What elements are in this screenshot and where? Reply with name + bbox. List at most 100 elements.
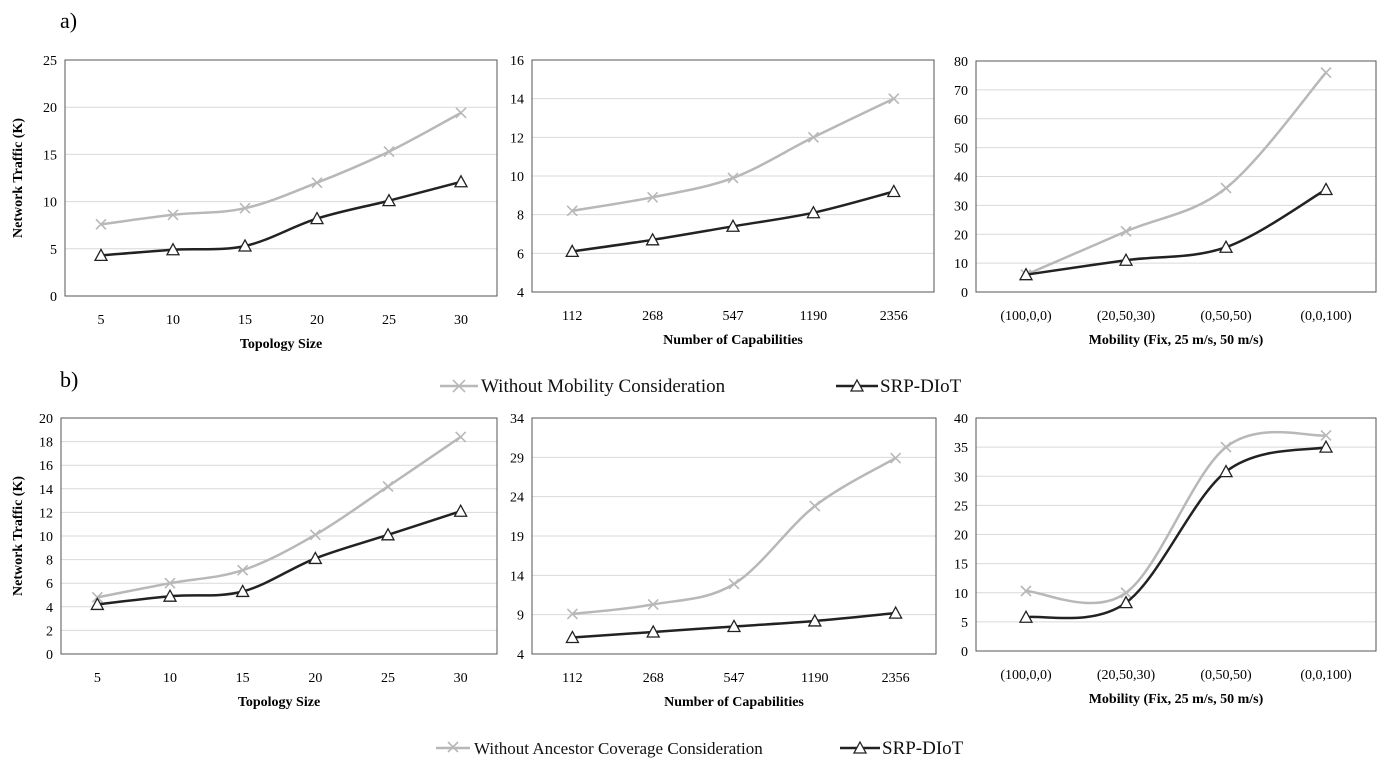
data-point-triangle-marker bbox=[1118, 252, 1134, 266]
data-point-x-marker bbox=[566, 205, 578, 217]
x-tick-label: (100,0,0) bbox=[1000, 309, 1052, 324]
data-point-x-marker bbox=[890, 452, 902, 464]
data-point-x-marker bbox=[647, 191, 659, 203]
y-tick-label: 12 bbox=[510, 131, 524, 146]
x-tick-label: 20 bbox=[310, 313, 324, 328]
series-line-baseline bbox=[100, 111, 462, 226]
data-point-triangle-marker bbox=[807, 613, 822, 627]
y-tick-label: 34 bbox=[510, 412, 524, 427]
data-point-triangle-marker bbox=[565, 630, 580, 644]
y-tick-label: 20 bbox=[954, 529, 968, 544]
x-tick-label: 268 bbox=[642, 309, 663, 324]
series-line-srp-diot bbox=[1025, 188, 1327, 276]
plot-frame bbox=[531, 59, 935, 293]
legend-b-series1-marker bbox=[852, 740, 868, 754]
data-point-triangle-marker bbox=[237, 238, 253, 252]
x-tick-label: (0,0,100) bbox=[1300, 668, 1352, 683]
chart-a-topology: 0 5 10 15 20 25 5 10 15 20 25 30 Topology Size Networ… bbox=[11, 54, 498, 352]
data-point-x-marker bbox=[382, 480, 394, 493]
y-tick-label: 30 bbox=[954, 470, 968, 485]
data-point-x-marker bbox=[383, 146, 395, 158]
data-point-triangle-marker bbox=[646, 624, 661, 638]
y-tick-label: 20 bbox=[39, 412, 53, 427]
legend-a-series1-label: SRP-DIoT bbox=[880, 376, 962, 397]
data-point-triangle-marker bbox=[308, 551, 323, 565]
y-tick-label: 14 bbox=[510, 569, 524, 584]
data-point-triangle-marker bbox=[1118, 595, 1134, 609]
y-tick-label: 6 bbox=[46, 577, 53, 592]
x-tick-label: (100,0,0) bbox=[1000, 668, 1052, 683]
y-tick-label: 8 bbox=[517, 209, 524, 224]
data-point-triangle-marker bbox=[645, 232, 660, 246]
y-tick-label: 20 bbox=[43, 101, 57, 116]
data-point-triangle-marker bbox=[453, 503, 468, 517]
legend-a-series0-marker bbox=[452, 379, 466, 393]
y-tick-label: 70 bbox=[954, 84, 968, 99]
y-tick-label: 0 bbox=[961, 645, 968, 660]
data-point-triangle-marker bbox=[162, 588, 178, 602]
chart-b-capabilities: 4 9 14 19 24 29 34 112 268 547 1190 2356 Number of C… bbox=[510, 412, 937, 710]
data-point-triangle-marker bbox=[1018, 267, 1034, 281]
x-tick-label: 30 bbox=[454, 313, 468, 328]
series-line-baseline bbox=[571, 97, 895, 213]
data-point-x-marker bbox=[1020, 585, 1032, 597]
legend-a-series0-label: Without Mobility Consideration bbox=[481, 376, 726, 397]
y-tick-label: 40 bbox=[954, 171, 968, 186]
data-point-triangle-marker bbox=[1018, 609, 1034, 623]
data-point-triangle-marker bbox=[380, 527, 396, 541]
data-point-x-marker bbox=[311, 177, 323, 189]
x-tick-label: (20,50,30) bbox=[1097, 668, 1156, 683]
y-axis-title: Network Traffic (K) bbox=[11, 118, 26, 238]
data-point-x-marker bbox=[455, 107, 467, 119]
data-point-x-marker bbox=[309, 529, 321, 541]
data-point-x-marker bbox=[807, 131, 819, 143]
y-tick-label: 0 bbox=[50, 290, 57, 305]
x-tick-label: 268 bbox=[643, 671, 664, 686]
plot-frame bbox=[531, 417, 937, 655]
x-tick-label: 30 bbox=[454, 671, 468, 686]
y-tick-label: 29 bbox=[510, 451, 524, 466]
plot-frame bbox=[975, 417, 1377, 652]
y-tick-label: 14 bbox=[510, 93, 524, 108]
x-tick-label: 112 bbox=[562, 309, 582, 324]
data-point-triangle-marker bbox=[93, 248, 109, 262]
plot-frame bbox=[64, 59, 498, 297]
legend-a: Without Mobility Consideration SRP-DIoT bbox=[440, 376, 962, 397]
y-tick-label: 60 bbox=[954, 113, 968, 128]
x-axis-title: Number of Capabilities bbox=[663, 333, 803, 348]
y-tick-label: 5 bbox=[961, 616, 968, 631]
y-tick-label: 0 bbox=[46, 648, 53, 663]
data-point-triangle-marker bbox=[806, 205, 821, 219]
x-tick-label: 25 bbox=[381, 671, 395, 686]
y-axis-title: Network Traffic (K) bbox=[11, 476, 26, 596]
y-tick-label: 9 bbox=[517, 609, 524, 624]
data-point-x-marker bbox=[728, 578, 740, 590]
y-tick-label: 15 bbox=[954, 558, 968, 573]
legend-b-series0-label: Without Ancestor Coverage Consideration bbox=[474, 739, 763, 758]
data-point-x-marker bbox=[1120, 225, 1132, 237]
legend-b-series1-label: SRP-DIoT bbox=[882, 738, 964, 759]
y-tick-label: 50 bbox=[954, 142, 968, 157]
x-tick-label: 15 bbox=[236, 671, 250, 686]
x-tick-label: (20,50,30) bbox=[1097, 309, 1156, 324]
x-tick-label: (0,0,100) bbox=[1300, 309, 1352, 324]
y-tick-label: 35 bbox=[954, 441, 968, 456]
y-tick-label: 40 bbox=[954, 412, 968, 427]
x-tick-label: 5 bbox=[98, 313, 105, 328]
data-point-triangle-marker bbox=[309, 211, 325, 225]
y-tick-label: 80 bbox=[954, 55, 968, 70]
y-tick-label: 30 bbox=[954, 199, 968, 214]
y-tick-label: 16 bbox=[39, 459, 53, 474]
y-tick-label: 24 bbox=[510, 491, 524, 506]
series-line-baseline bbox=[1025, 430, 1327, 605]
y-tick-label: 10 bbox=[954, 257, 968, 272]
x-tick-label: 547 bbox=[723, 309, 744, 324]
series-line-baseline bbox=[1025, 71, 1327, 276]
x-tick-label: 2356 bbox=[882, 671, 910, 686]
x-axis-title: Topology Size bbox=[238, 695, 320, 710]
y-tick-label: 5 bbox=[50, 243, 57, 258]
x-tick-label: 1190 bbox=[801, 671, 828, 686]
data-point-triangle-marker bbox=[888, 605, 903, 619]
y-tick-label: 19 bbox=[510, 530, 524, 545]
y-tick-label: 15 bbox=[43, 148, 57, 163]
